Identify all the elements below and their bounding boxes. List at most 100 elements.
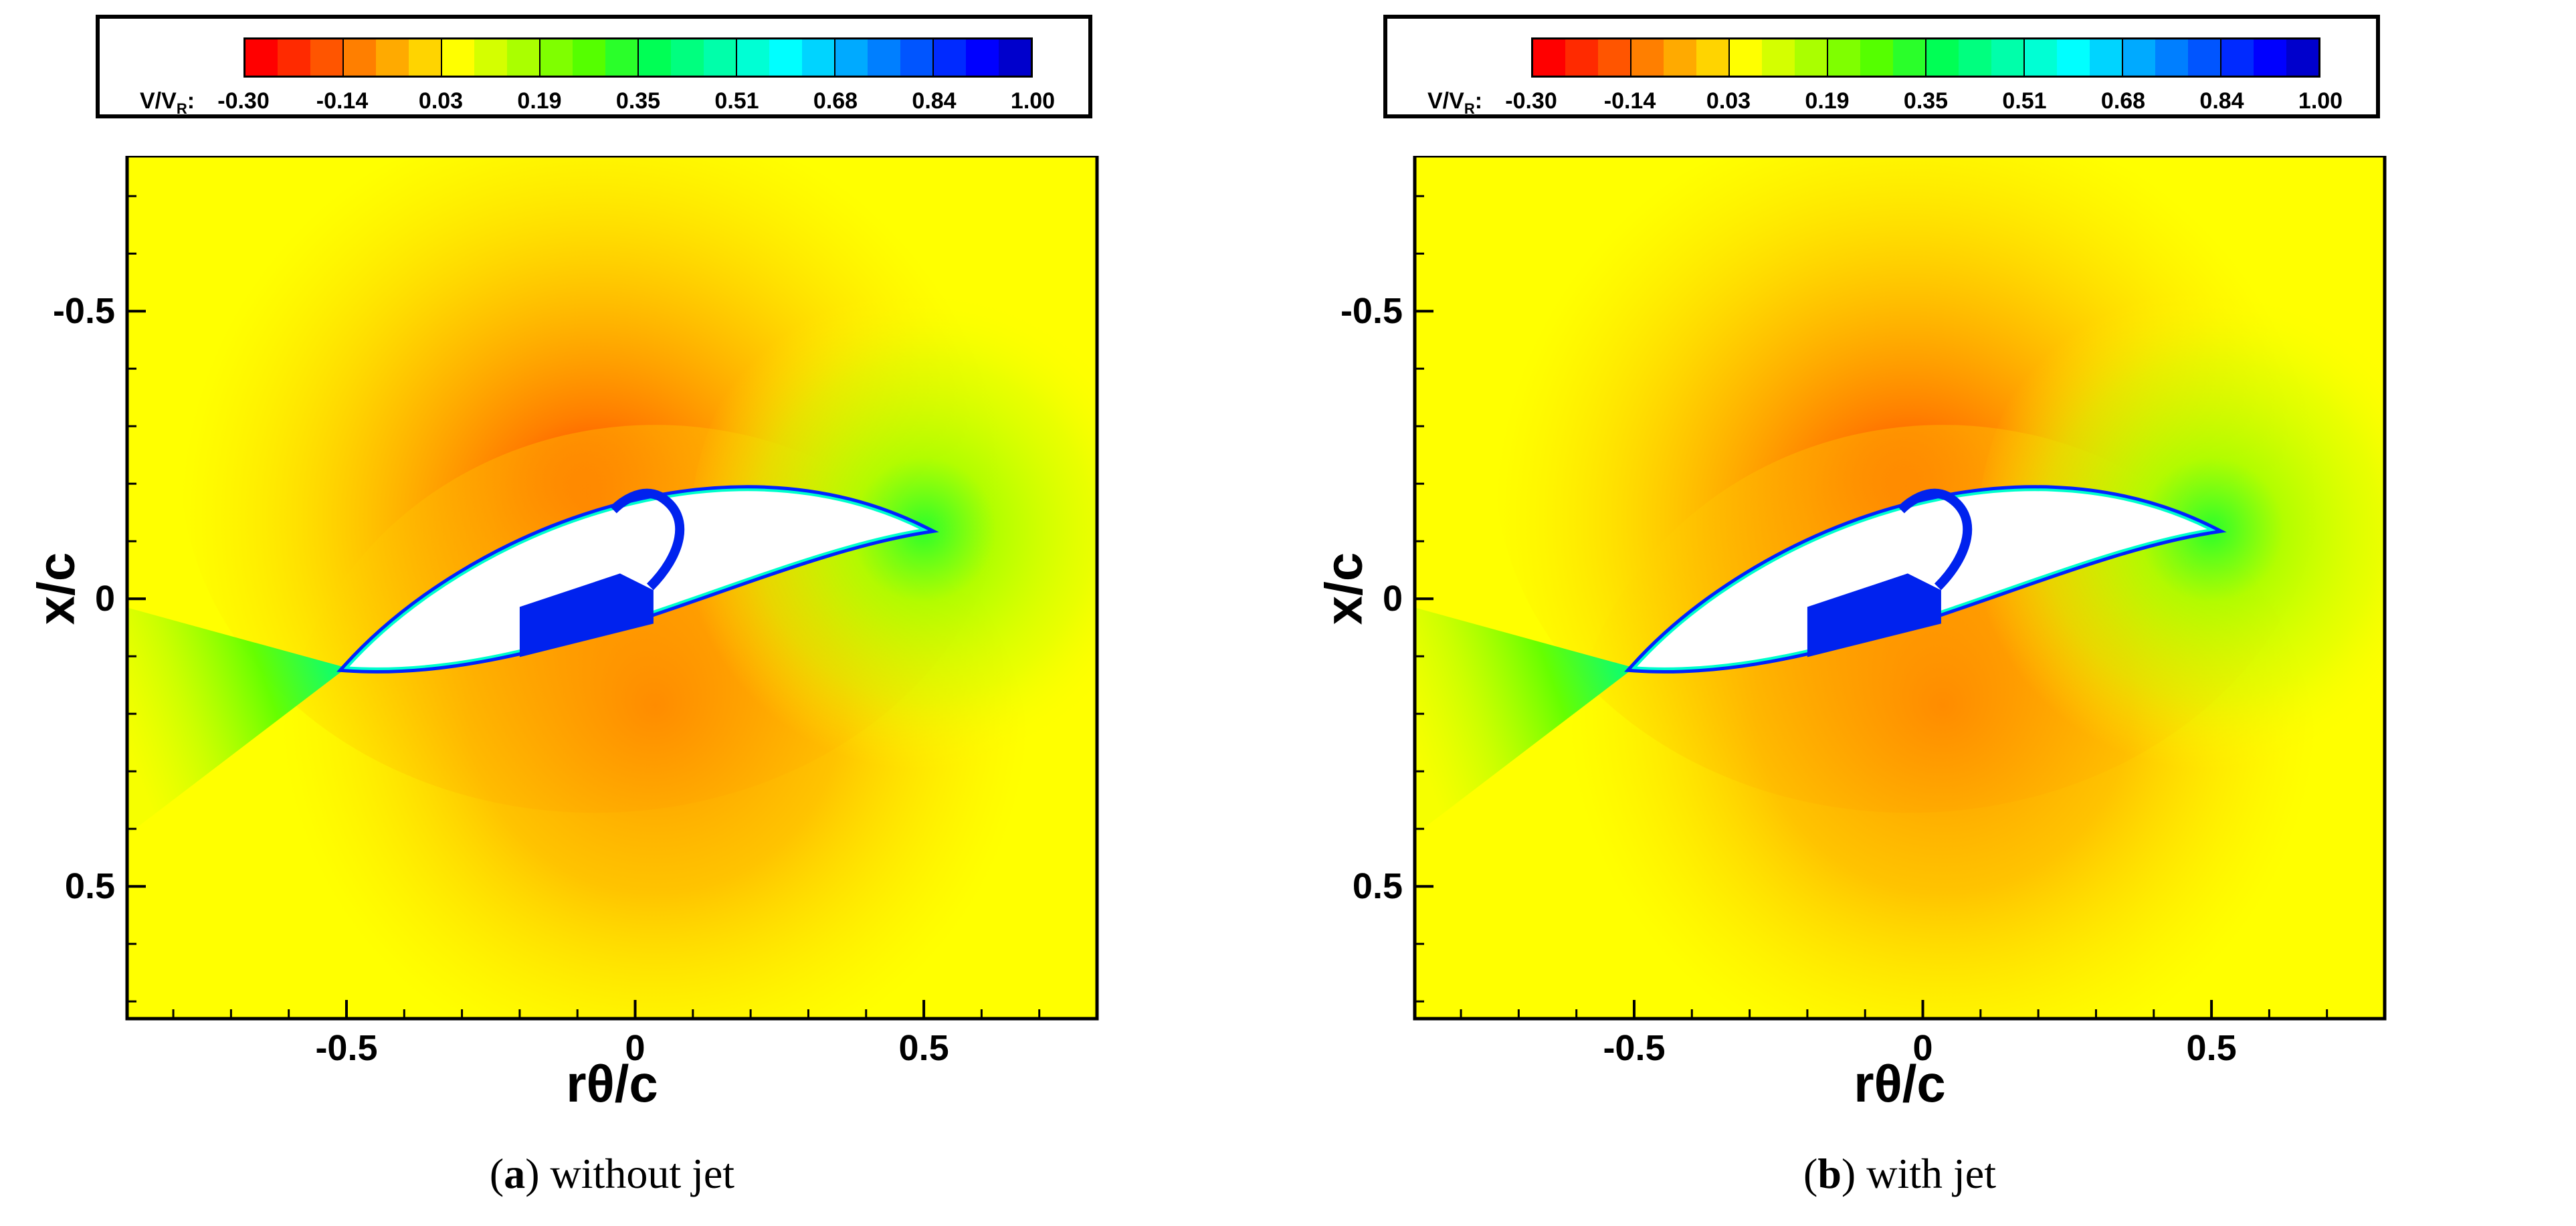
colorbar-tick-label: 0.19 <box>1805 88 1850 114</box>
colorbar-swatch <box>2254 39 2286 76</box>
colorbar-swatch <box>671 39 704 76</box>
colorbar-swatch <box>801 39 834 76</box>
colorbar-tick-label: 0.51 <box>714 88 759 114</box>
colorbar-swatch <box>1597 39 1630 76</box>
colorbar-swatch <box>1959 39 1991 76</box>
colorbar-swatch <box>2089 39 2122 76</box>
colorbar-swatch <box>474 39 507 76</box>
colorbar-swatch <box>1924 39 1959 76</box>
colorbar-swatch <box>1565 39 1598 76</box>
colorbar-swatch <box>1892 39 1925 76</box>
colorbar-swatch <box>1629 39 1664 76</box>
wake-region <box>127 607 346 835</box>
jet-channel <box>609 488 685 591</box>
colorbar-swatch <box>966 39 999 76</box>
colorbar-swatch <box>1991 39 2023 76</box>
y-tick-label: -0.5 <box>1341 291 1403 331</box>
colorbar-swatch <box>2286 39 2318 76</box>
colorbar-swatch <box>833 39 868 76</box>
colorbar-tick-label: -0.14 <box>316 88 369 114</box>
colorbar-tick-label: 0.03 <box>418 88 464 114</box>
y-tick-label: 0.5 <box>1353 866 1403 906</box>
panel-without-jet: V/VR: -0.30 -0.14 0.03 0.19 0.35 0.51 0.68 0.84… <box>26 15 1099 1197</box>
colorbar-swatch <box>2219 39 2254 76</box>
colorbar-tick-label: 1.00 <box>1010 88 1056 114</box>
y-axis-label: x/c <box>1314 552 1373 625</box>
colorbar-swatch <box>408 39 441 76</box>
colorbar-tick-label: 0.68 <box>2100 88 2146 114</box>
y-tick-label: -0.5 <box>53 291 115 331</box>
caption-letter: b <box>1817 1150 1842 1197</box>
jet-duct <box>519 573 654 657</box>
colorbar-swatch <box>2187 39 2220 76</box>
colorbar-swatch <box>1533 39 1566 76</box>
colorbar-swatch <box>637 39 672 76</box>
colorbar-tick-label: 0.84 <box>2199 88 2244 114</box>
colorbar-swatch <box>769 39 802 76</box>
colorbar-swatch <box>245 39 278 76</box>
colorbar-swatch <box>342 39 377 76</box>
y-axis-label: x/c <box>26 552 86 625</box>
wake-region <box>1415 607 1634 835</box>
x-axis-label: rθ/c <box>566 1054 658 1113</box>
colorbar-tick-label: 0.03 <box>1706 88 1751 114</box>
x-tick-label: -0.5 <box>315 1028 377 1068</box>
colorbar-swatch <box>932 39 967 76</box>
colorbar-swatch <box>1728 39 1763 76</box>
colorbar-tick-label: 0.35 <box>615 88 661 114</box>
colorbar-legend: V/VR: -0.30 -0.14 0.03 0.19 0.35 0.51 0.68 0.84… <box>96 15 1092 118</box>
colorbar-tick-label: -0.30 <box>1505 88 1557 114</box>
colorbar-tick-label: 1.00 <box>2298 88 2343 114</box>
colorbar-strip <box>243 37 1033 78</box>
jet-channel <box>1897 488 1973 591</box>
colorbar-swatch <box>1762 39 1795 76</box>
caption-letter: a <box>504 1150 526 1197</box>
colorbar-tick-label: -0.30 <box>217 88 270 114</box>
y-tick-label: 0 <box>1383 579 1403 619</box>
panel-caption: (b) with jet <box>1803 1150 1996 1197</box>
colorbar-swatch <box>605 39 637 76</box>
panel-with-jet: V/VR: -0.30 -0.14 0.03 0.19 0.35 0.51 0.68 0.84… <box>1288 0 2575 1226</box>
colorbar-swatch <box>1860 39 1893 76</box>
colorbar-swatch <box>1664 39 1696 76</box>
colorbar-swatch <box>573 39 605 76</box>
velocity-field <box>1415 156 2385 1019</box>
x-tick-label: 0.5 <box>899 1028 949 1068</box>
y-tick-label: 0 <box>95 579 115 619</box>
y-tick-label: 0.5 <box>65 866 115 906</box>
contour-plot: -0.5 0 0.5 -0.5 0 0.5 <box>53 156 1099 1068</box>
colorbar-label: V/VR: <box>1427 88 1483 117</box>
contour-plot: -0.5 0 0.5 -0.5 0 0.5 <box>1341 156 2387 1068</box>
colorbar-strip <box>1531 37 2320 78</box>
plot-frame <box>1413 156 2387 1021</box>
colorbar-swatch <box>2023 39 2058 76</box>
x-tick-label: -0.5 <box>1603 1028 1665 1068</box>
colorbar-swatch <box>506 39 539 76</box>
panel-caption: (a) without jet <box>489 1150 735 1197</box>
caption-text: with jet <box>1856 1150 1996 1197</box>
colorbar-tick-label: 0.68 <box>813 88 858 114</box>
colorbar-swatch <box>703 39 736 76</box>
caption-text: without jet <box>539 1150 735 1197</box>
colorbar-swatch <box>2155 39 2188 76</box>
colorbar-swatch <box>900 39 932 76</box>
x-axis-label: rθ/c <box>1854 1054 1946 1113</box>
colorbar-swatch <box>998 39 1031 76</box>
colorbar-swatch <box>1794 39 1827 76</box>
colorbar-swatch <box>440 39 475 76</box>
colorbar-swatch <box>538 39 573 76</box>
colorbar-tick-label: -0.14 <box>1603 88 1656 114</box>
colorbar-tick-label: 0.35 <box>1903 88 1949 114</box>
jet-duct <box>1807 573 1941 657</box>
colorbar-swatch <box>735 39 770 76</box>
x-tick-label: 0.5 <box>2187 1028 2237 1068</box>
velocity-field <box>127 156 1097 1019</box>
colorbar-tick-label: 0.19 <box>517 88 562 114</box>
contour-svg: -0.5 0 0.5 -0.5 0 0.5 <box>53 156 1099 1068</box>
colorbar-label: V/VR: <box>140 88 195 117</box>
colorbar-swatch <box>1696 39 1728 76</box>
colorbar-swatch <box>868 39 900 76</box>
x-tick-label: 0 <box>1913 1028 1933 1068</box>
x-tick-label: 0 <box>625 1028 646 1068</box>
colorbar-tick-label: 0.84 <box>912 88 957 114</box>
